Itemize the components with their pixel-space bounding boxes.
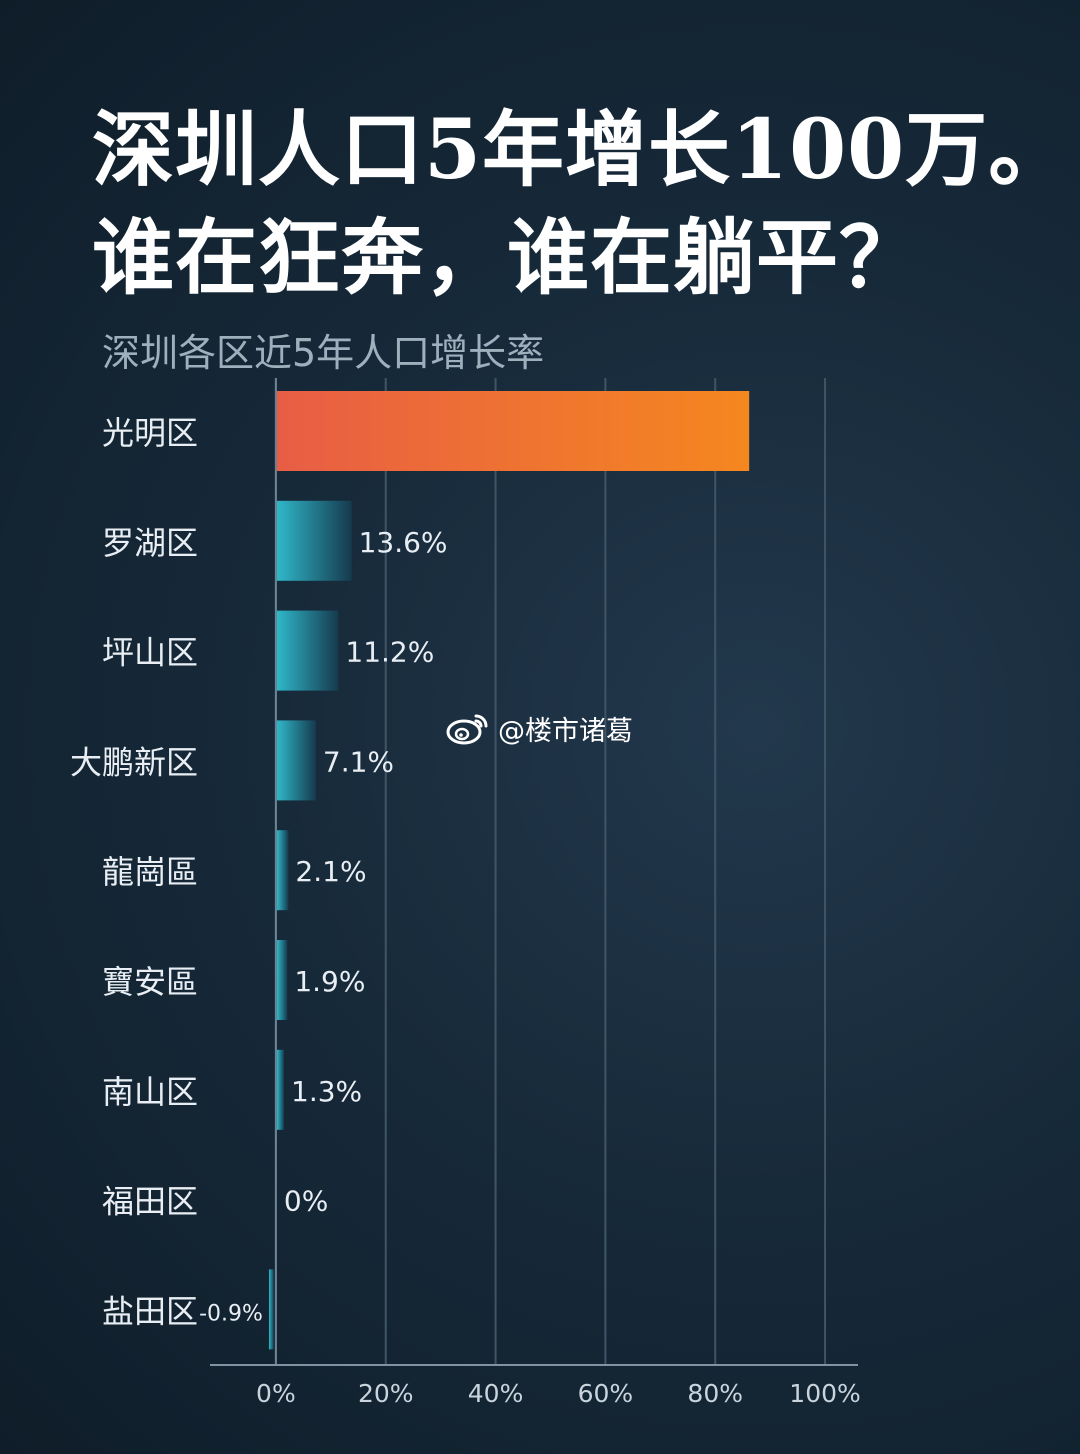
headline-line-2: 谁在狂奔，谁在躺平？: [92, 210, 923, 306]
category-label: 龍崗區: [102, 853, 198, 891]
x-tick-label: 40%: [468, 1379, 524, 1408]
bar-龍崗區: [276, 830, 289, 911]
value-label: 1.9%: [294, 965, 365, 998]
value-label: 13.6%: [359, 526, 448, 559]
bar-南山区: [276, 1049, 285, 1130]
watermark: @楼市诸葛: [446, 708, 633, 748]
x-tick-label: 80%: [687, 1379, 743, 1408]
value-label: 11.2%: [345, 636, 434, 669]
x-tick-label: 60%: [578, 1379, 634, 1408]
headline: 深圳人口5年增长100万。 谁在狂奔，谁在躺平？: [92, 96, 1072, 312]
value-label: 7.1%: [323, 745, 394, 778]
category-label: 寶安區: [102, 963, 198, 1001]
category-label: 盐田区: [102, 1292, 198, 1330]
bar-盐田区: [268, 1269, 274, 1350]
category-label: 南山区: [102, 1073, 198, 1111]
x-axis: 0% 20% 40% 60% 80% 100%: [210, 1364, 861, 1408]
watermark-text: @楼市诸葛: [498, 715, 633, 747]
x-tick-label: 0%: [256, 1379, 296, 1408]
x-tick-label: 20%: [358, 1379, 414, 1408]
bar-光明区: [276, 391, 750, 471]
x-tick-label: 100%: [789, 1379, 860, 1408]
bar-罗湖区: [276, 500, 352, 581]
bar-寶安區: [276, 940, 288, 1020]
category-label: 光明区: [102, 414, 198, 452]
bar-大鹏新区: [276, 720, 316, 801]
category-label: 坪山区: [102, 634, 198, 672]
headline-line-1: 深圳人口5年增长100万。: [92, 102, 1072, 198]
category-label: 大鹏新区: [70, 743, 198, 781]
value-label: 0%: [284, 1185, 328, 1218]
bar-坪山区: [276, 610, 339, 691]
value-label: 2.1%: [295, 855, 366, 888]
weibo-logo-icon: [446, 714, 488, 745]
bars: [268, 391, 750, 1350]
chart-title: 深圳各区近5年人口增长率: [102, 331, 545, 375]
category-label: 罗湖区: [102, 524, 198, 562]
value-label: 1.3%: [291, 1075, 362, 1108]
value-label: -0.9%: [199, 1301, 263, 1326]
grid-lines: [274, 378, 827, 1365]
category-label: 福田区: [102, 1183, 198, 1221]
